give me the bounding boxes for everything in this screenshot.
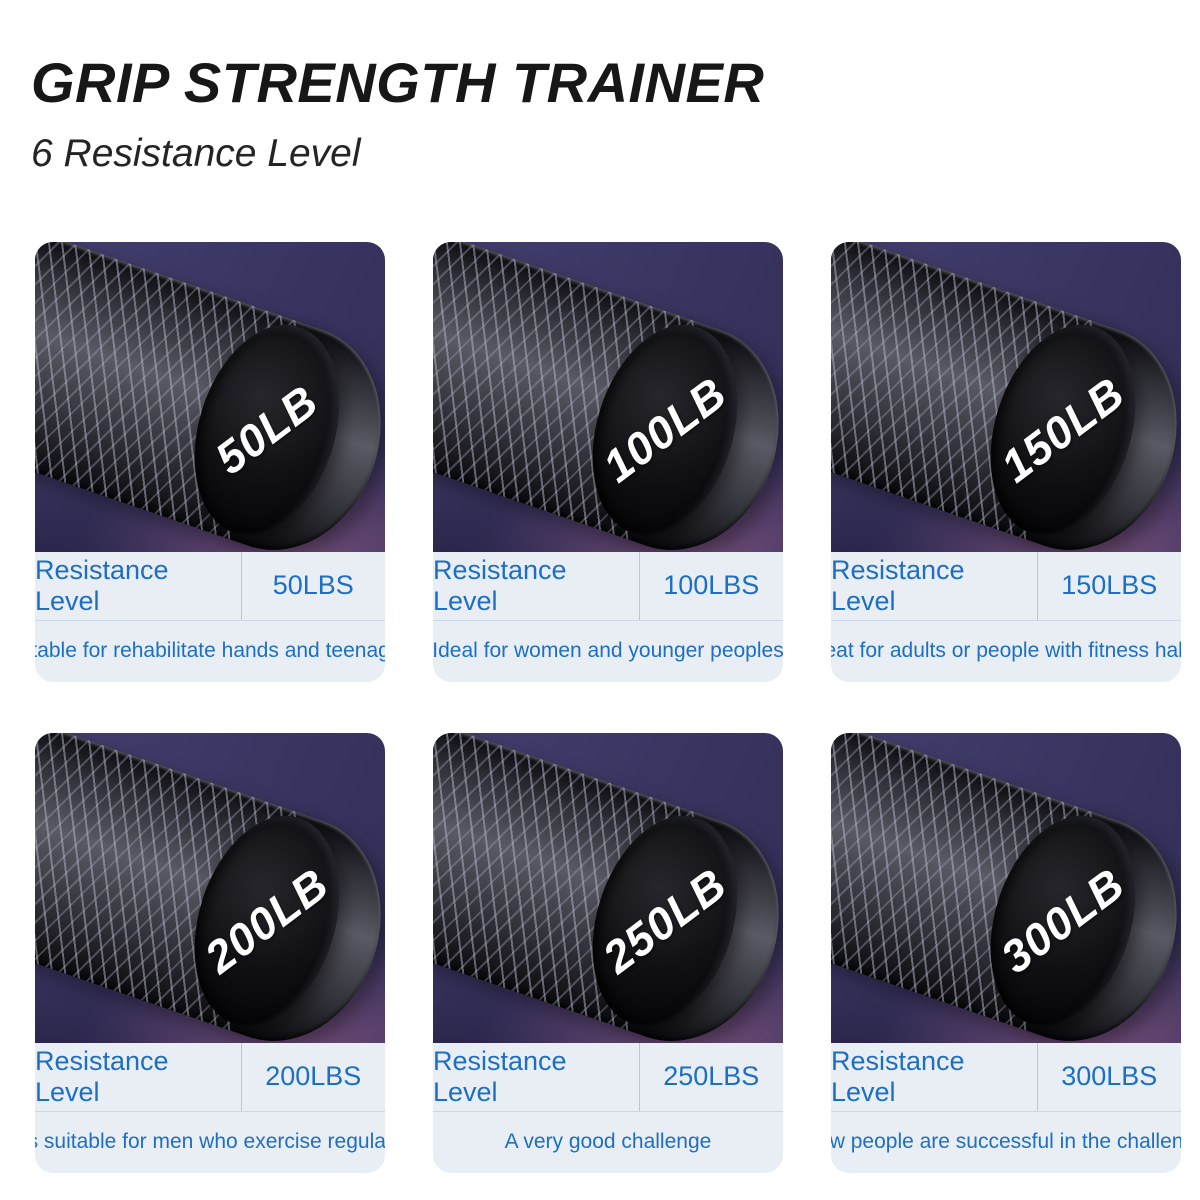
product-card: 100LB Resistance Level 100LBS Ideal for … (433, 241, 783, 682)
card-description: Ideal for women and younger peoples (433, 619, 783, 682)
card-description: It's suitable for men who exercise regul… (35, 1110, 385, 1173)
resistance-level-value: 50LBS (272, 570, 354, 601)
resistance-level-row: Resistance Level 100LBS (433, 551, 783, 620)
resistance-level-row: Resistance Level 50LBS (35, 551, 385, 620)
resistance-level-value: 250LBS (663, 1061, 760, 1092)
page-subtitle: 6 Resistance Level (31, 131, 361, 175)
resistance-level-value: 150LBS (1061, 570, 1158, 601)
resistance-level-value: 100LBS (663, 570, 760, 601)
resistance-level-value: 300LBS (1061, 1061, 1158, 1092)
resistance-level-value: 200LBS (265, 1061, 362, 1092)
cards-grid: 50LB Resistance Level 50LBS Suitable for… (35, 241, 1200, 1173)
card-description: Great for adults or people with fitness … (831, 619, 1181, 682)
product-card: 150LB Resistance Level 150LBS Great for … (831, 241, 1181, 682)
product-photo: 200LB (35, 732, 385, 1043)
product-photo: 150LB (831, 241, 1181, 552)
card-description: Few people are successful in the challen… (831, 1110, 1181, 1173)
product-photo: 250LB (433, 732, 783, 1043)
page-title: GRIP STRENGTH TRAINER (31, 51, 765, 114)
card-description: A very good challenge (433, 1110, 783, 1173)
resistance-level-row: Resistance Level 200LBS (35, 1042, 385, 1111)
product-card: 300LB Resistance Level 300LBS Few people… (831, 732, 1181, 1173)
page-header: GRIP STRENGTH TRAINER 6 Resistance Level (0, 0, 1200, 175)
product-photo: 300LB (831, 732, 1181, 1043)
product-card: 250LB Resistance Level 250LBS A very goo… (433, 732, 783, 1173)
resistance-level-label: Resistance Level (35, 551, 242, 620)
resistance-level-row: Resistance Level 250LBS (433, 1042, 783, 1111)
resistance-level-row: Resistance Level 300LBS (831, 1042, 1181, 1111)
resistance-level-row: Resistance Level 150LBS (831, 551, 1181, 620)
product-photo: 100LB (433, 241, 783, 552)
resistance-level-label: Resistance Level (433, 551, 640, 620)
resistance-level-label: Resistance Level (35, 1042, 242, 1111)
resistance-level-label: Resistance Level (433, 1042, 640, 1111)
resistance-level-label: Resistance Level (831, 551, 1038, 620)
resistance-level-label: Resistance Level (831, 1042, 1038, 1111)
product-photo: 50LB (35, 241, 385, 552)
card-description: Suitable for rehabilitate hands and teen… (35, 619, 385, 682)
product-card: 50LB Resistance Level 50LBS Suitable for… (35, 241, 385, 682)
product-card: 200LB Resistance Level 200LBS It's suita… (35, 732, 385, 1173)
